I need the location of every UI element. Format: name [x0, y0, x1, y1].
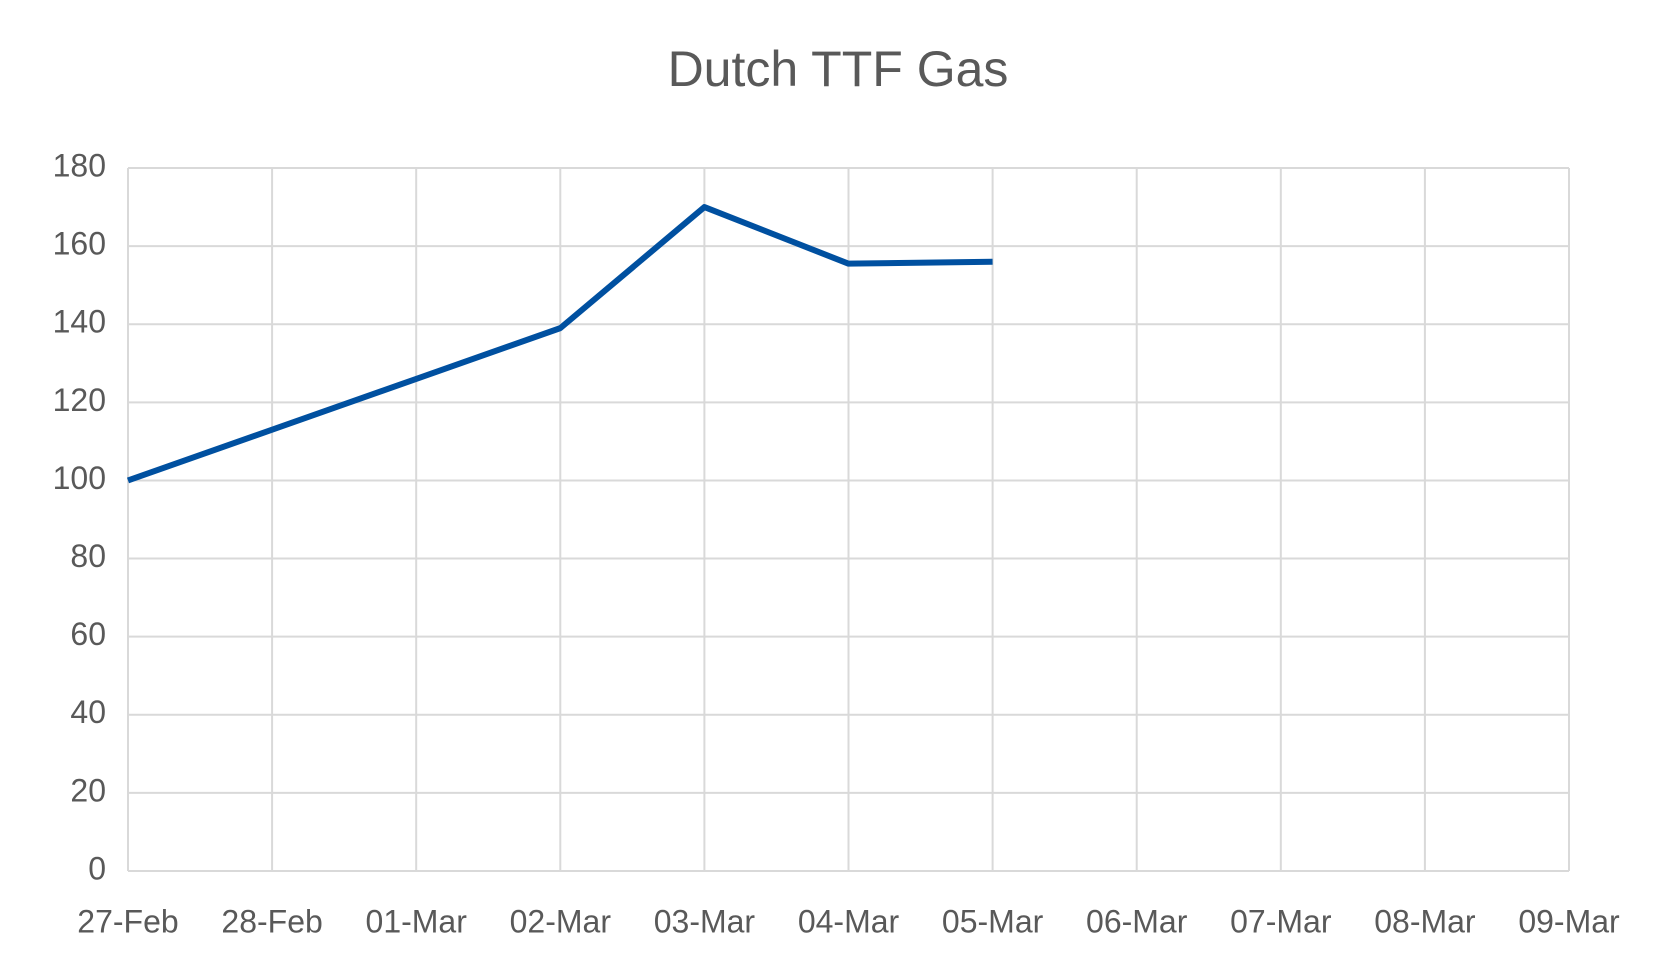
y-tick-label: 20	[70, 772, 106, 808]
x-tick-label: 05-Mar	[942, 903, 1044, 939]
chart-title: Dutch TTF Gas	[668, 41, 1009, 97]
x-tick-label: 27-Feb	[77, 903, 178, 939]
x-tick-label: 02-Mar	[510, 903, 612, 939]
data-line	[127, 204, 993, 484]
x-tick-label: 09-Mar	[1518, 903, 1620, 939]
y-tick-label: 140	[53, 304, 106, 340]
x-tick-label: 07-Mar	[1230, 903, 1332, 939]
y-tick-label: 80	[70, 538, 106, 574]
x-tick-label: 04-Mar	[798, 903, 900, 939]
y-tick-label: 40	[70, 694, 106, 730]
x-tick-label: 06-Mar	[1086, 903, 1188, 939]
x-tick-label: 03-Mar	[654, 903, 756, 939]
x-tick-label: 01-Mar	[366, 903, 468, 939]
y-tick-label: 60	[70, 616, 106, 652]
y-tick-label: 100	[53, 460, 106, 496]
y-tick-label: 160	[53, 226, 106, 262]
y-tick-label: 0	[88, 850, 106, 886]
x-tick-label: 08-Mar	[1374, 903, 1476, 939]
y-tick-label: 120	[53, 382, 106, 418]
x-tick-label: 28-Feb	[221, 903, 322, 939]
y-tick-label: 180	[53, 147, 106, 183]
